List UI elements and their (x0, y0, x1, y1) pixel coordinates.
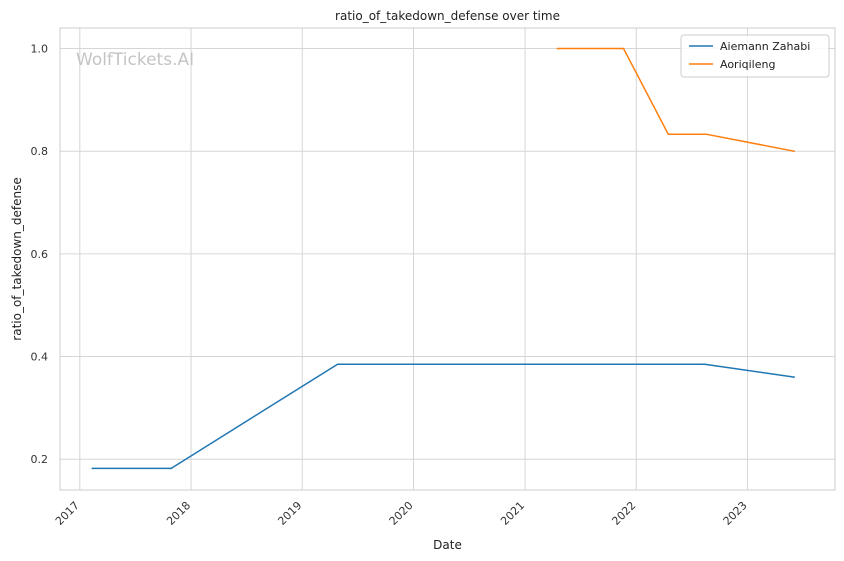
data-point (622, 47, 625, 50)
y-tick-label: 0.4 (31, 351, 49, 364)
y-tick-label: 0.8 (31, 145, 49, 158)
data-point (91, 467, 94, 470)
plot-frame (59, 27, 836, 491)
data-point (667, 133, 670, 136)
legend-label: Aoriqileng (720, 58, 775, 71)
data-point (705, 133, 708, 136)
legend-box (680, 34, 830, 78)
data-point (556, 47, 559, 50)
data-point (170, 467, 173, 470)
grid-lines (60, 28, 835, 490)
chart-legend: Aiemann Zahabi Aoriqileng (680, 34, 830, 78)
x-axis-label: Date (433, 538, 462, 552)
data-point (793, 150, 795, 152)
chart-title: ratio_of_takedown_defense over time (335, 9, 560, 23)
data-point (336, 363, 339, 366)
data-point (703, 363, 706, 366)
watermark-text: WolfTickets.AI (76, 50, 194, 70)
legend-label: Aiemann Zahabi (720, 40, 810, 53)
y-axis-ticks: 0.2 0.4 0.6 0.8 1.0 (31, 43, 49, 467)
y-tick-label: 0.6 (31, 248, 49, 261)
y-tick-label: 0.2 (31, 453, 49, 466)
series-layer (91, 47, 795, 470)
data-point (793, 376, 795, 378)
y-tick-label: 1.0 (31, 43, 49, 56)
y-axis-label: ratio_of_takedown_defense (10, 177, 24, 340)
